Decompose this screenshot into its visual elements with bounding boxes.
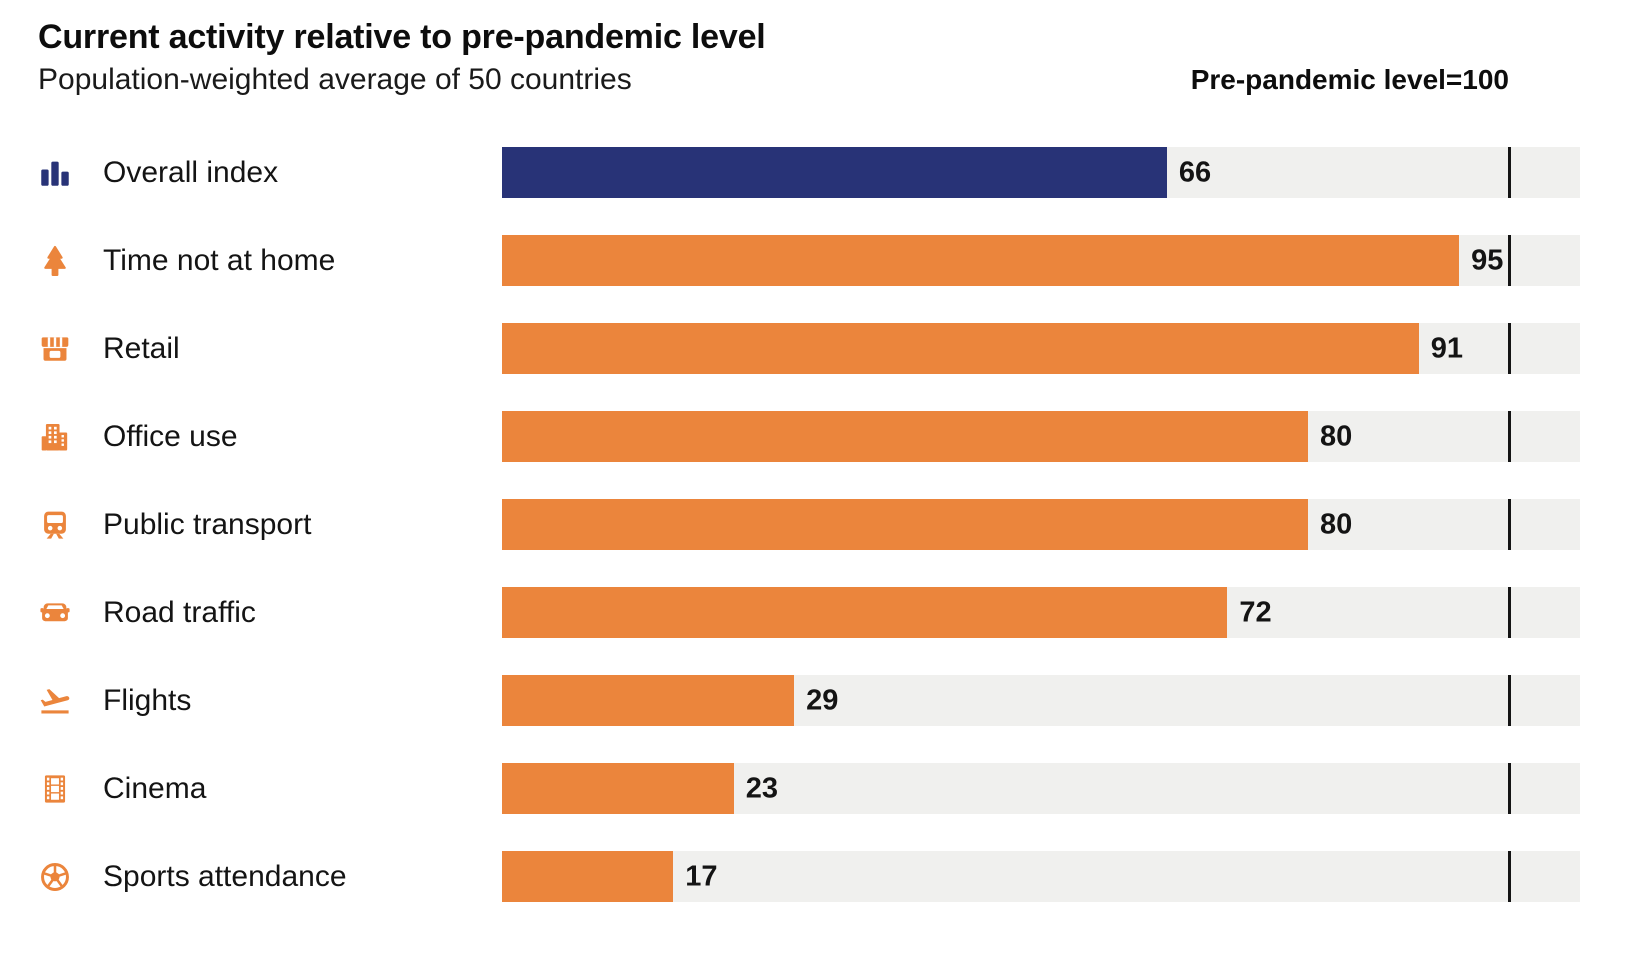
bar: [502, 147, 1167, 198]
bar: [502, 235, 1460, 286]
chart-row: Flights 29: [38, 675, 1580, 726]
bar-chart: Overall index 66 Time not at home 95: [38, 147, 1580, 902]
chart-header: Current activity relative to pre-pandemi…: [38, 16, 1580, 100]
bar-track: 95: [502, 235, 1580, 286]
bar: [502, 851, 674, 902]
page-title: Current activity relative to pre-pandemi…: [38, 18, 766, 56]
reference-line: [1508, 763, 1511, 814]
row-label: Public transport: [103, 508, 312, 541]
bar-value-label: 80: [1319, 420, 1353, 452]
chart-row: Public transport 80: [38, 499, 1580, 550]
train-icon: [38, 506, 103, 544]
bar-value-label: 72: [1239, 596, 1272, 628]
row-label: Cinema: [103, 772, 207, 805]
chart-row: Office use 80: [38, 411, 1580, 462]
plane-takeoff-icon: [38, 682, 103, 720]
reference-line: [1508, 851, 1511, 902]
bar: [502, 411, 1308, 462]
car-icon: [38, 594, 103, 632]
chart-row: Cinema 23: [38, 763, 1580, 814]
row-label: Retail: [103, 332, 180, 365]
row-label: Sports attendance: [103, 860, 347, 893]
chart-row: Road traffic 72: [38, 587, 1580, 638]
bar-value-label: 66: [1178, 156, 1212, 188]
bar-value-label: 80: [1319, 508, 1353, 540]
bar-track: 80: [502, 499, 1580, 550]
row-label: Time not at home: [103, 244, 336, 277]
bar-value-label: 17: [685, 860, 718, 892]
soccer-ball-icon: [38, 858, 103, 896]
bar-track: 17: [502, 851, 1580, 902]
reference-line: [1508, 411, 1511, 462]
reference-line: [1508, 587, 1511, 638]
row-label: Overall index: [103, 156, 279, 189]
bar: [502, 763, 734, 814]
chart-row: Sports attendance 17: [38, 851, 1580, 902]
row-label: Flights: [103, 684, 192, 717]
row-label: Office use: [103, 420, 238, 453]
storefront-icon: [38, 330, 103, 368]
bar-chart-icon: [38, 154, 103, 192]
film-strip-icon: [38, 770, 103, 808]
tree-icon: [38, 242, 103, 280]
bar: [502, 499, 1308, 550]
bar-track: 91: [502, 323, 1580, 374]
bar: [502, 323, 1419, 374]
bar-value-label: 91: [1430, 332, 1464, 364]
bar-value-label: 95: [1471, 244, 1504, 276]
reference-line: [1508, 235, 1511, 286]
bar-track: 80: [502, 411, 1580, 462]
office-building-icon: [38, 418, 103, 456]
axis-note: Pre-pandemic level=100: [1190, 64, 1509, 95]
chart-row: Time not at home 95: [38, 235, 1580, 286]
bar: [502, 587, 1228, 638]
reference-line: [1508, 499, 1511, 550]
reference-line: [1508, 147, 1511, 198]
bar-value-label: 29: [806, 684, 839, 716]
row-label: Road traffic: [103, 596, 256, 629]
page-subtitle: Population-weighted average of 50 countr…: [38, 63, 632, 96]
bar-track: 72: [502, 587, 1580, 638]
bar-value-label: 23: [745, 772, 778, 804]
bar-track: 23: [502, 763, 1580, 814]
bar: [502, 675, 795, 726]
bar-track: 66: [502, 147, 1580, 198]
chart-row: Retail 91: [38, 323, 1580, 374]
reference-line: [1508, 675, 1511, 726]
chart-row: Overall index 66: [38, 147, 1580, 198]
bar-track: 29: [502, 675, 1580, 726]
reference-line: [1508, 323, 1511, 374]
